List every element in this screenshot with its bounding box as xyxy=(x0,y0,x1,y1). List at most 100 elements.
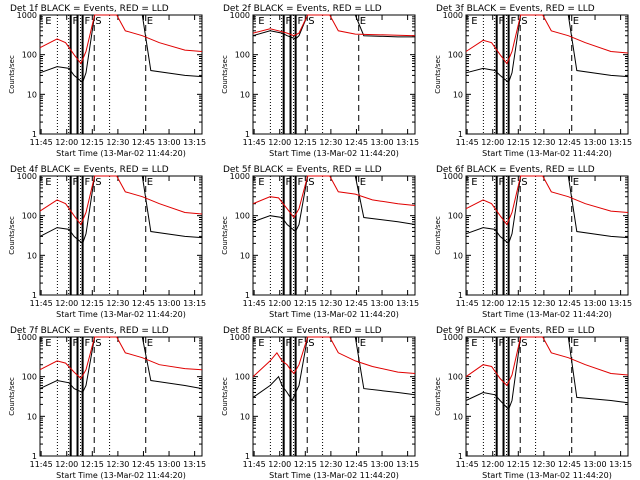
y-tick-label: 1 xyxy=(245,452,250,461)
series-line-lld xyxy=(252,14,416,37)
x-tick-label: 12:30 xyxy=(319,460,342,469)
x-tick-label: 12:30 xyxy=(106,299,129,308)
x-tick-label: 13:00 xyxy=(584,460,607,469)
y-tick-label: 10 xyxy=(240,251,250,260)
time-marker-label: E xyxy=(360,338,366,349)
x-tick-label: 13:00 xyxy=(371,460,394,469)
x-tick-label: 11:45 xyxy=(30,460,53,469)
x-tick-label: 13:15 xyxy=(183,138,206,147)
plot-frame xyxy=(252,14,416,135)
series-line-lld xyxy=(252,175,416,219)
series-line-lld xyxy=(39,175,203,226)
y-tick-label: 1 xyxy=(458,130,463,139)
series-line-lld xyxy=(39,14,203,65)
series-line-lld xyxy=(252,336,416,378)
y-axis-label: Counts/sec xyxy=(434,216,442,255)
plot-frame xyxy=(465,336,629,457)
time-marker-label: E xyxy=(471,338,477,349)
x-tick-label: 13:15 xyxy=(396,138,419,147)
x-tick-label: 12:00 xyxy=(55,460,78,469)
y-tick-label: 10 xyxy=(240,412,250,421)
y-axis-label: Counts/sec xyxy=(434,377,442,416)
time-marker-label: E xyxy=(45,16,51,27)
x-tick-label: 12:00 xyxy=(55,299,78,308)
x-tick-label: 12:45 xyxy=(558,460,581,469)
plot-frame xyxy=(39,336,203,457)
time-marker-label: F xyxy=(499,16,505,27)
time-marker-label: S xyxy=(521,338,527,349)
x-tick-label: 12:15 xyxy=(507,299,530,308)
x-axis-label: Start Time (13-Mar-02 11:44:20) xyxy=(482,149,612,158)
y-axis-label: Counts/sec xyxy=(8,55,16,94)
y-axis-label: Counts/sec xyxy=(8,377,16,416)
x-axis-label: Start Time (13-Mar-02 11:44:20) xyxy=(269,310,399,319)
y-tick-label: 1000 xyxy=(230,172,250,181)
time-marker-label: F xyxy=(286,338,292,349)
time-marker-label: S xyxy=(95,338,101,349)
x-tick-label: 11:45 xyxy=(456,460,479,469)
time-marker-label: E xyxy=(573,16,579,27)
x-tick-label: 12:45 xyxy=(345,299,368,308)
time-marker-label: S xyxy=(521,16,527,27)
y-tick-label: 1000 xyxy=(17,333,37,342)
series-line-events xyxy=(39,14,203,84)
time-marker-label: E xyxy=(147,16,153,27)
y-tick-label: 1 xyxy=(245,291,250,300)
time-marker-label: F xyxy=(73,177,79,188)
time-marker-label: F xyxy=(286,16,292,27)
panel-det-5: Det 5f BLACK = Events, RED = LLD 1 10 100 10… xyxy=(221,165,419,319)
y-axis-label: Counts/sec xyxy=(434,55,442,94)
y-tick-label: 10 xyxy=(453,90,463,99)
x-axis-label: Start Time (13-Mar-02 11:44:20) xyxy=(269,149,399,158)
series-line-events xyxy=(465,336,629,411)
y-tick-label: 10 xyxy=(240,90,250,99)
y-axis-label: Counts/sec xyxy=(8,216,16,255)
series-line-lld xyxy=(465,175,629,226)
x-tick-label: 12:15 xyxy=(81,460,104,469)
time-marker-label: S xyxy=(95,177,101,188)
x-tick-label: 12:00 xyxy=(481,138,504,147)
time-marker-label: F xyxy=(499,177,505,188)
panel-title: Det 9f BLACK = Events, RED = LLD xyxy=(436,326,595,336)
x-tick-label: 13:00 xyxy=(371,138,394,147)
y-tick-label: 100 xyxy=(235,212,250,221)
x-tick-label: 12:45 xyxy=(345,138,368,147)
time-marker-label: E xyxy=(45,338,51,349)
x-tick-label: 12:15 xyxy=(81,138,104,147)
x-tick-label: 12:15 xyxy=(81,299,104,308)
x-tick-label: 12:15 xyxy=(294,138,317,147)
y-tick-label: 100 xyxy=(235,373,250,382)
series-line-events xyxy=(252,336,416,402)
x-tick-label: 12:30 xyxy=(532,460,555,469)
time-marker-label: F xyxy=(84,338,90,349)
x-tick-label: 11:45 xyxy=(456,138,479,147)
x-tick-label: 12:00 xyxy=(55,138,78,147)
x-tick-label: 11:45 xyxy=(456,299,479,308)
x-tick-label: 13:15 xyxy=(609,299,632,308)
x-tick-label: 12:45 xyxy=(558,138,581,147)
panel-det-7: Det 7f BLACK = Events, RED = LLD 1 10 100 10… xyxy=(8,326,206,480)
panel-title: Det 4f BLACK = Events, RED = LLD xyxy=(10,165,169,175)
x-axis-label: Start Time (13-Mar-02 11:44:20) xyxy=(482,310,612,319)
y-tick-label: 100 xyxy=(22,51,37,60)
time-marker-label: S xyxy=(308,177,314,188)
time-marker-label: E xyxy=(573,177,579,188)
x-tick-label: 13:00 xyxy=(158,299,181,308)
y-tick-label: 1 xyxy=(458,452,463,461)
time-marker-label: E xyxy=(258,16,264,27)
panel-title: Det 5f BLACK = Events, RED = LLD xyxy=(223,165,382,175)
time-marker-label: E xyxy=(147,338,153,349)
x-axis-label: Start Time (13-Mar-02 11:44:20) xyxy=(482,471,612,480)
y-tick-label: 1 xyxy=(458,291,463,300)
x-tick-label: 11:45 xyxy=(30,138,53,147)
y-tick-label: 1000 xyxy=(443,11,463,20)
x-tick-label: 12:00 xyxy=(268,460,291,469)
time-marker-label: E xyxy=(573,338,579,349)
panel-title: Det 6f BLACK = Events, RED = LLD xyxy=(436,165,595,175)
series-line-lld xyxy=(465,14,629,65)
time-marker-label: E xyxy=(360,177,366,188)
x-tick-label: 12:15 xyxy=(294,299,317,308)
x-tick-label: 12:00 xyxy=(268,299,291,308)
time-marker-label: E xyxy=(258,177,264,188)
